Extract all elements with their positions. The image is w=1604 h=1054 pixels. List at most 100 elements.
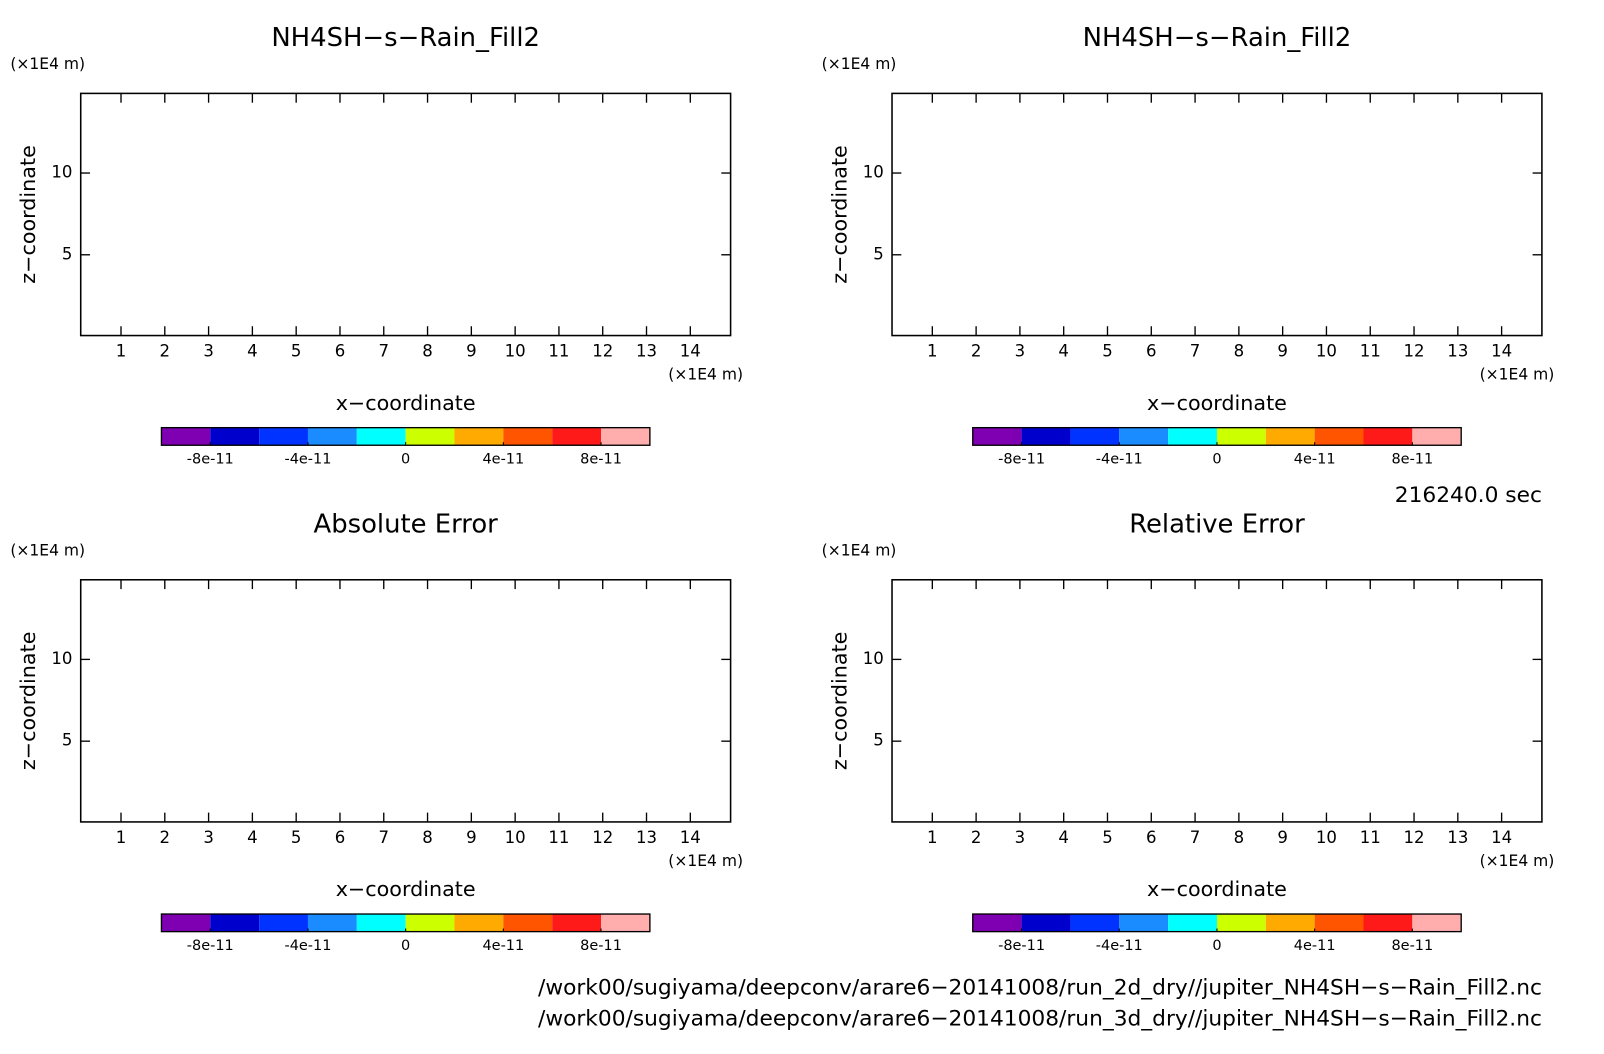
x-tick-label: 8 <box>1234 828 1245 847</box>
colorbar-swatch <box>1216 914 1266 932</box>
colorbar-tick-label: 4e-11 <box>482 938 524 954</box>
colorbar-swatch <box>1412 914 1462 932</box>
x-tick-label: 3 <box>203 828 214 847</box>
colorbar-swatch <box>972 427 1022 446</box>
colorbar-tick-label: 4e-11 <box>482 452 524 468</box>
colorbar-swatch <box>1168 914 1217 932</box>
colorbar-swatch <box>405 914 455 932</box>
x-tick-label: 8 <box>1234 342 1245 361</box>
x-tick-label: 11 <box>548 342 569 361</box>
x-tick-label: 6 <box>335 342 346 361</box>
y-tick-label: 5 <box>873 244 884 263</box>
x-tick-label: 12 <box>1404 342 1425 361</box>
colorbar-tick-label: -4e-11 <box>1096 452 1143 468</box>
file-path: /work00/sugiyama/deepconv/arare6−2014100… <box>538 1007 1542 1032</box>
colorbar-tick-label: 8e-11 <box>1391 938 1433 954</box>
x-tick-label: 5 <box>1102 342 1113 361</box>
x-tick-label: 12 <box>592 828 613 847</box>
colorbar-tick-label: 4e-11 <box>1294 938 1336 954</box>
colorbar-tick-label: -8e-11 <box>187 938 234 954</box>
colorbar-swatch <box>259 914 308 932</box>
y-unit: (×1E4 m) <box>10 55 85 73</box>
colorbar-swatch <box>1021 427 1071 446</box>
y-tick-label: 10 <box>863 649 884 668</box>
x-tick-label: 6 <box>1146 342 1157 361</box>
x-tick-label: 9 <box>1277 342 1288 361</box>
colorbar-swatch <box>1070 914 1120 932</box>
colorbar-swatch <box>503 914 553 932</box>
y-tick-label: 5 <box>873 731 884 750</box>
x-tick-label: 11 <box>548 828 569 847</box>
x-tick-label: 10 <box>505 342 526 361</box>
x-tick-label: 14 <box>680 342 701 361</box>
x-unit: (×1E4 m) <box>668 852 743 870</box>
colorbar-tick-label: 0 <box>401 452 410 468</box>
colorbar-tick-label: 0 <box>401 938 410 954</box>
x-tick-label: 13 <box>636 828 657 847</box>
y-unit: (×1E4 m) <box>822 55 897 73</box>
colorbar-swatch <box>1119 914 1169 932</box>
y-axis-label: z−coordinate <box>16 632 40 771</box>
x-unit: (×1E4 m) <box>668 365 743 383</box>
colorbar-swatch <box>454 914 504 932</box>
x-tick-label: 13 <box>1447 342 1468 361</box>
x-tick-label: 3 <box>1015 828 1026 847</box>
chart-title: NH4SH−s−Rain_Fill2 <box>1083 23 1352 53</box>
colorbar-swatch <box>259 427 308 446</box>
colorbar-swatch <box>552 427 602 446</box>
colorbar-tick-label: 0 <box>1212 938 1221 954</box>
colorbar-swatch <box>1363 427 1413 446</box>
colorbar-swatch <box>972 914 1022 932</box>
plot-frame <box>79 92 732 337</box>
colorbar-swatch <box>1265 427 1315 446</box>
x-tick-label: 2 <box>160 342 171 361</box>
colorbar-swatch <box>210 427 260 446</box>
x-tick-label: 5 <box>291 828 302 847</box>
colorbar-tick-label: -4e-11 <box>284 452 331 468</box>
x-tick-label: 8 <box>422 828 433 847</box>
colorbar-swatch <box>210 914 260 932</box>
x-tick-label: 12 <box>1404 828 1425 847</box>
y-tick-label: 10 <box>51 163 72 182</box>
colorbar-swatch <box>1412 427 1462 446</box>
x-tick-label: 4 <box>1058 828 1069 847</box>
x-tick-label: 4 <box>247 342 258 361</box>
x-tick-label: 4 <box>1058 342 1069 361</box>
x-tick-label: 7 <box>1190 342 1201 361</box>
colorbar-swatch <box>1119 427 1169 446</box>
x-tick-label: 14 <box>1491 828 1512 847</box>
x-tick-label: 10 <box>1316 342 1337 361</box>
colorbar-tick-label: -8e-11 <box>998 452 1045 468</box>
colorbar-swatch <box>1216 427 1266 446</box>
x-tick-label: 2 <box>971 828 982 847</box>
chart-title: Relative Error <box>1129 509 1305 539</box>
colorbar-tick-label: -4e-11 <box>284 938 331 954</box>
plot-frame <box>891 579 1543 823</box>
x-axis-label: x−coordinate <box>336 877 476 901</box>
x-tick-label: 2 <box>160 828 171 847</box>
colorbar-swatch <box>601 914 650 932</box>
colorbar-tick-label: 8e-11 <box>580 452 622 468</box>
x-unit: (×1E4 m) <box>1480 852 1555 870</box>
x-tick-label: 1 <box>927 342 938 361</box>
y-tick-label: 5 <box>62 244 73 263</box>
y-tick-label: 10 <box>51 649 72 668</box>
colorbar-swatch <box>405 427 455 446</box>
x-tick-label: 6 <box>335 828 346 847</box>
file-path: /work00/sugiyama/deepconv/arare6−2014100… <box>538 976 1542 1001</box>
x-tick-label: 13 <box>636 342 657 361</box>
x-tick-label: 8 <box>422 342 433 361</box>
colorbar-swatch <box>307 914 357 932</box>
x-tick-label: 1 <box>927 828 938 847</box>
colorbar-swatch <box>161 427 211 446</box>
colorbar-swatch <box>1070 427 1120 446</box>
colorbar-swatch <box>1363 914 1413 932</box>
y-axis-label: z−coordinate <box>827 632 851 771</box>
plot-frame <box>79 579 732 823</box>
colorbar-swatch <box>161 914 211 932</box>
colorbar-swatch <box>1168 427 1217 446</box>
x-tick-label: 5 <box>1102 828 1113 847</box>
x-tick-label: 4 <box>247 828 258 847</box>
x-tick-label: 9 <box>466 828 477 847</box>
